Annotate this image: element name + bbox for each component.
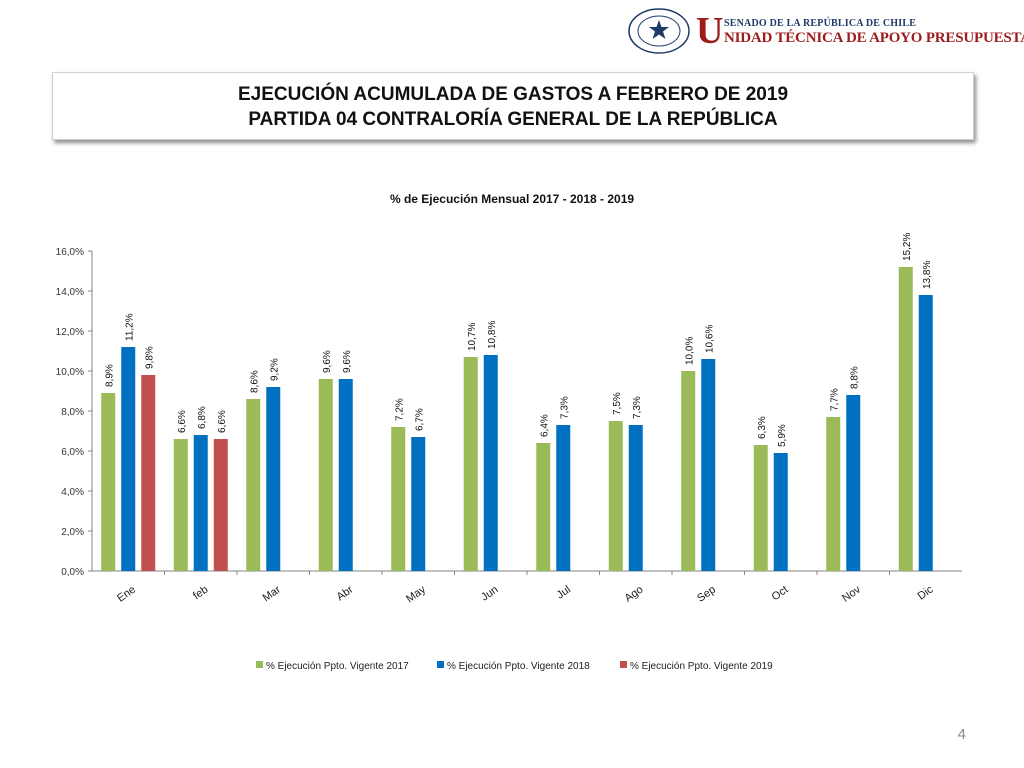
bar bbox=[898, 267, 913, 571]
bar bbox=[121, 347, 136, 571]
data-label: 10,8% bbox=[487, 321, 498, 349]
data-label: 6,4% bbox=[539, 414, 550, 437]
slide-title-line1: EJECUCIÓN ACUMULADA DE GASTOS A FEBRERO … bbox=[237, 84, 789, 105]
y-tick-label: 2,0% bbox=[61, 527, 84, 538]
bar bbox=[193, 435, 208, 571]
x-tick-label: Nov bbox=[840, 583, 863, 604]
legend-label: % Ejecución Ppto. Vigente 2018 bbox=[447, 661, 590, 672]
legend-label: % Ejecución Ppto. Vigente 2019 bbox=[630, 661, 773, 672]
bar bbox=[391, 427, 406, 571]
bar bbox=[628, 425, 643, 571]
senado-seal-logo bbox=[628, 8, 690, 54]
bar bbox=[681, 371, 696, 571]
y-tick-label: 12,0% bbox=[56, 327, 84, 338]
legend-swatch bbox=[620, 661, 627, 668]
data-label: 9,6% bbox=[342, 350, 353, 373]
data-label: 10,7% bbox=[467, 323, 478, 351]
legend-label: % Ejecución Ppto. Vigente 2017 bbox=[266, 661, 409, 672]
bar bbox=[318, 379, 333, 571]
data-label: 10,0% bbox=[684, 337, 695, 365]
bar bbox=[826, 417, 841, 571]
data-label: 6,6% bbox=[217, 410, 228, 433]
bar bbox=[608, 421, 623, 571]
y-tick-label: 4,0% bbox=[61, 487, 84, 498]
x-tick-label: Ene bbox=[115, 584, 138, 605]
data-label: 8,6% bbox=[249, 370, 260, 393]
bar bbox=[463, 357, 478, 571]
bar bbox=[556, 425, 571, 571]
x-tick-label: Sep bbox=[695, 584, 718, 605]
data-label: 6,7% bbox=[414, 408, 425, 431]
org-initial: U bbox=[696, 10, 724, 52]
chart-title: % de Ejecución Mensual 2017 - 2018 - 201… bbox=[390, 192, 634, 206]
bar bbox=[101, 393, 116, 571]
data-label: 6,6% bbox=[177, 410, 188, 433]
data-label: 7,3% bbox=[632, 396, 643, 419]
x-tick-label: Jul bbox=[555, 584, 573, 602]
x-tick-label: May bbox=[404, 583, 428, 605]
slide-title-box: EJECUCIÓN ACUMULADA DE GASTOS A FEBRERO … bbox=[52, 72, 974, 140]
data-label: 6,3% bbox=[757, 416, 768, 439]
x-tick-label: Mar bbox=[261, 583, 284, 604]
bar bbox=[918, 295, 933, 571]
y-tick-label: 8,0% bbox=[61, 407, 84, 418]
y-tick-label: 16,0% bbox=[56, 247, 84, 258]
x-tick-label: feb bbox=[191, 584, 210, 603]
data-label: 7,3% bbox=[559, 396, 570, 419]
legend-swatch bbox=[437, 661, 444, 668]
data-label: 7,5% bbox=[612, 392, 623, 415]
data-label: 5,9% bbox=[777, 424, 788, 447]
y-tick-label: 0,0% bbox=[61, 567, 84, 578]
page-number: 4 bbox=[957, 726, 966, 743]
data-label: 11,2% bbox=[124, 313, 135, 341]
data-label: 9,2% bbox=[269, 358, 280, 381]
bar bbox=[141, 375, 156, 571]
data-label: 8,9% bbox=[104, 364, 115, 387]
bar bbox=[846, 395, 861, 571]
header: U SENADO DE LA REPÚBLICA DE CHILE NIDAD … bbox=[0, 0, 1024, 62]
bar bbox=[773, 453, 788, 571]
x-tick-label: Oct bbox=[770, 584, 791, 604]
legend-swatch bbox=[256, 661, 263, 668]
data-label: 8,8% bbox=[849, 366, 860, 389]
data-label: 9,6% bbox=[322, 350, 333, 373]
x-tick-label: Jun bbox=[479, 584, 500, 604]
data-label: 15,2% bbox=[902, 233, 913, 261]
x-tick-label: Abr bbox=[335, 583, 356, 603]
bar bbox=[338, 379, 353, 571]
data-label: 6,8% bbox=[197, 406, 208, 429]
org-line1: SENADO DE LA REPÚBLICA DE CHILE bbox=[724, 18, 917, 29]
bar bbox=[701, 359, 716, 571]
bar bbox=[483, 355, 498, 571]
slide-title-line2: PARTIDA 04 CONTRALORÍA GENERAL DE LA REP… bbox=[248, 109, 778, 130]
x-tick-label: Dic bbox=[916, 583, 936, 602]
y-tick-label: 14,0% bbox=[56, 287, 84, 298]
y-tick-label: 10,0% bbox=[56, 367, 84, 378]
bar bbox=[266, 387, 281, 571]
data-label: 9,8% bbox=[144, 346, 155, 369]
data-label: 7,2% bbox=[394, 398, 405, 421]
bar bbox=[213, 439, 228, 571]
bar bbox=[411, 437, 426, 571]
bar bbox=[753, 445, 768, 571]
y-tick-label: 6,0% bbox=[61, 447, 84, 458]
data-label: 7,7% bbox=[829, 388, 840, 411]
bar bbox=[173, 439, 188, 571]
data-label: 10,6% bbox=[704, 325, 715, 353]
bar bbox=[246, 399, 261, 571]
x-tick-label: Ago bbox=[623, 584, 646, 605]
data-label: 13,8% bbox=[922, 261, 933, 289]
org-name-logo: U SENADO DE LA REPÚBLICA DE CHILE NIDAD … bbox=[696, 10, 1024, 52]
bar bbox=[536, 443, 551, 571]
org-line2: NIDAD TÉCNICA DE APOYO PRESUPUESTARIO bbox=[724, 30, 1024, 46]
